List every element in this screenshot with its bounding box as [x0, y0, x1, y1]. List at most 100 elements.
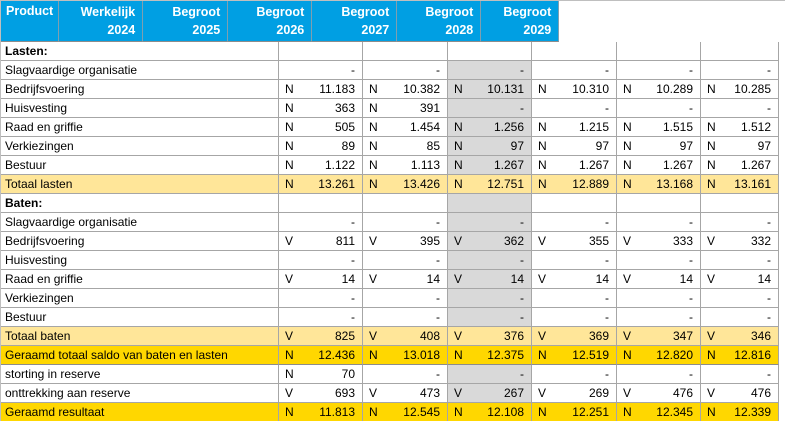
value-cell-2028[interactable]: N 12.820 [617, 346, 701, 365]
value-cell-2027[interactable]: N 10.310 [532, 80, 617, 99]
value-cell-2024[interactable]: N 363 [279, 99, 363, 118]
value-cell-2025[interactable]: - [363, 289, 448, 308]
value-cell-2025[interactable] [363, 194, 448, 213]
value-cell-2027[interactable]: V 369 [532, 327, 617, 346]
value-cell-2029[interactable] [701, 194, 779, 213]
value-cell-2024[interactable]: - [279, 289, 363, 308]
value-cell-2024[interactable]: N 505 [279, 118, 363, 137]
row-label[interactable]: Huisvesting [1, 99, 279, 118]
value-cell-2027[interactable]: N 97 [532, 137, 617, 156]
column-header-2026[interactable]: Begroot 2026 [228, 1, 313, 42]
value-cell-2025[interactable]: N 12.545 [363, 403, 448, 421]
value-cell-2028[interactable]: - [617, 213, 701, 232]
value-cell-2025[interactable] [363, 42, 448, 61]
value-cell-2029[interactable]: - [701, 308, 779, 327]
value-cell-2027[interactable]: - [532, 289, 617, 308]
value-cell-2027[interactable]: N 12.519 [532, 346, 617, 365]
value-cell-2028[interactable]: - [617, 289, 701, 308]
value-cell-2025[interactable]: N 13.018 [363, 346, 448, 365]
value-cell-2028[interactable]: - [617, 365, 701, 384]
value-cell-2024[interactable]: - [279, 213, 363, 232]
row-label[interactable]: Huisvesting [1, 251, 279, 270]
value-cell-2025[interactable]: V 14 [363, 270, 448, 289]
value-cell-2029[interactable]: - [701, 213, 779, 232]
value-cell-2024[interactable]: V 825 [279, 327, 363, 346]
value-cell-2026[interactable]: N 10.131 [448, 80, 532, 99]
value-cell-2028[interactable]: - [617, 99, 701, 118]
value-cell-2025[interactable]: V 473 [363, 384, 448, 403]
value-cell-2025[interactable]: - [363, 308, 448, 327]
value-cell-2028[interactable]: V 347 [617, 327, 701, 346]
column-header-2029[interactable]: Begroot 2029 [481, 1, 560, 42]
value-cell-2029[interactable]: N 12.339 [701, 403, 779, 421]
column-header-2024[interactable]: Werkelijk 2024 [59, 1, 144, 42]
row-label[interactable]: Bestuur [1, 156, 279, 175]
value-cell-2024[interactable]: N 70 [279, 365, 363, 384]
value-cell-2026[interactable]: N 97 [448, 137, 532, 156]
value-cell-2028[interactable]: - [617, 308, 701, 327]
value-cell-2025[interactable]: - [363, 365, 448, 384]
value-cell-2026[interactable]: - [448, 213, 532, 232]
value-cell-2029[interactable]: N 97 [701, 137, 779, 156]
value-cell-2029[interactable]: V 476 [701, 384, 779, 403]
row-label[interactable]: Verkiezingen [1, 289, 279, 308]
value-cell-2029[interactable]: N 12.816 [701, 346, 779, 365]
value-cell-2026[interactable]: V 267 [448, 384, 532, 403]
value-cell-2027[interactable]: N 12.251 [532, 403, 617, 421]
value-cell-2026[interactable]: - [448, 61, 532, 80]
value-cell-2025[interactable]: V 408 [363, 327, 448, 346]
value-cell-2029[interactable]: - [701, 61, 779, 80]
row-label[interactable]: Geraamd totaal saldo van baten en lasten [1, 346, 279, 365]
row-label[interactable]: Raad en griffie [1, 270, 279, 289]
value-cell-2025[interactable]: N 1.454 [363, 118, 448, 137]
value-cell-2028[interactable]: V 14 [617, 270, 701, 289]
value-cell-2029[interactable]: V 346 [701, 327, 779, 346]
value-cell-2026[interactable]: N 12.751 [448, 175, 532, 194]
value-cell-2029[interactable]: V 14 [701, 270, 779, 289]
row-label[interactable]: Lasten: [1, 42, 279, 61]
column-header-2028[interactable]: Begroot 2028 [397, 1, 482, 42]
value-cell-2026[interactable]: N 1.256 [448, 118, 532, 137]
value-cell-2029[interactable]: - [701, 99, 779, 118]
value-cell-2029[interactable]: N 13.161 [701, 175, 779, 194]
row-label[interactable]: Baten: [1, 194, 279, 213]
row-label[interactable]: Geraamd resultaat [1, 403, 279, 421]
value-cell-2026[interactable]: - [448, 251, 532, 270]
value-cell-2025[interactable]: N 13.426 [363, 175, 448, 194]
value-cell-2027[interactable]: - [532, 251, 617, 270]
value-cell-2027[interactable] [532, 42, 617, 61]
value-cell-2026[interactable]: V 14 [448, 270, 532, 289]
value-cell-2025[interactable]: N 1.113 [363, 156, 448, 175]
value-cell-2026[interactable]: N 12.108 [448, 403, 532, 421]
row-label[interactable]: onttrekking aan reserve [1, 384, 279, 403]
value-cell-2026[interactable]: V 362 [448, 232, 532, 251]
value-cell-2027[interactable]: - [532, 365, 617, 384]
value-cell-2026[interactable]: V 376 [448, 327, 532, 346]
row-label[interactable]: Bedrijfsvoering [1, 80, 279, 99]
row-label[interactable]: Bedrijfsvoering [1, 232, 279, 251]
value-cell-2024[interactable]: - [279, 61, 363, 80]
value-cell-2026[interactable]: - [448, 365, 532, 384]
value-cell-2027[interactable]: - [532, 213, 617, 232]
value-cell-2027[interactable]: N 1.267 [532, 156, 617, 175]
value-cell-2025[interactable]: - [363, 251, 448, 270]
value-cell-2027[interactable]: N 1.215 [532, 118, 617, 137]
value-cell-2027[interactable]: N 12.889 [532, 175, 617, 194]
row-label[interactable]: Slagvaardige organisatie [1, 61, 279, 80]
value-cell-2026[interactable] [448, 42, 532, 61]
value-cell-2029[interactable] [701, 42, 779, 61]
value-cell-2028[interactable]: N 12.345 [617, 403, 701, 421]
row-label[interactable]: Raad en griffie [1, 118, 279, 137]
value-cell-2029[interactable]: - [701, 289, 779, 308]
value-cell-2028[interactable] [617, 194, 701, 213]
value-cell-2024[interactable]: N 1.122 [279, 156, 363, 175]
value-cell-2025[interactable]: N 85 [363, 137, 448, 156]
value-cell-2024[interactable]: N 11.813 [279, 403, 363, 421]
value-cell-2026[interactable]: - [448, 99, 532, 118]
value-cell-2028[interactable]: V 476 [617, 384, 701, 403]
value-cell-2025[interactable]: - [363, 213, 448, 232]
value-cell-2028[interactable]: N 13.168 [617, 175, 701, 194]
value-cell-2028[interactable]: V 333 [617, 232, 701, 251]
value-cell-2024[interactable]: N 13.261 [279, 175, 363, 194]
value-cell-2025[interactable]: V 395 [363, 232, 448, 251]
